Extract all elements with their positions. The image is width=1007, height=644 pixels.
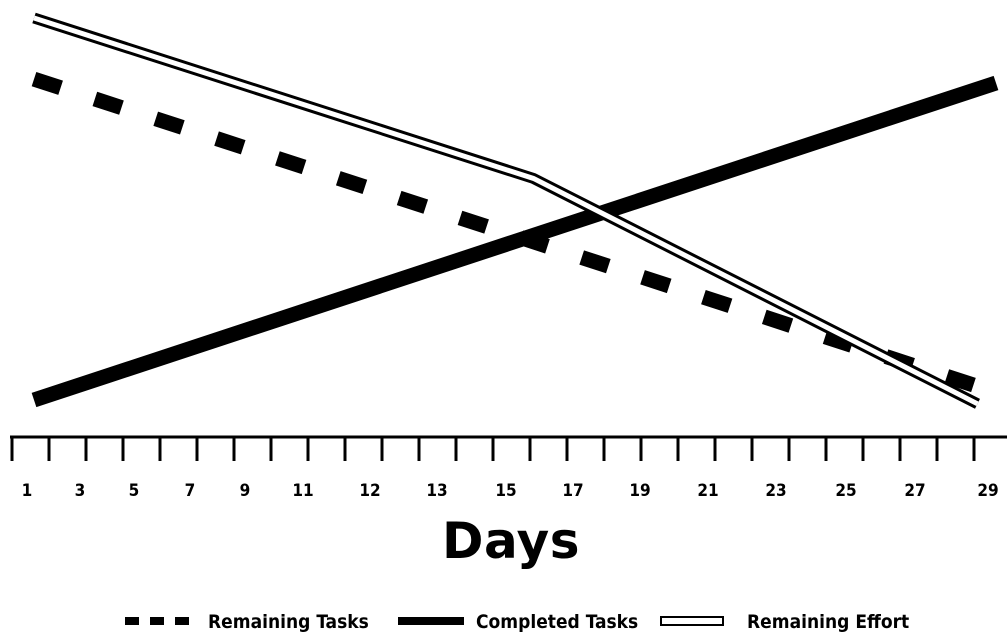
series-remaining-effort-inner-stroke (33, 15, 979, 407)
legend-label: Remaining Tasks (208, 611, 369, 633)
legend-swatch-double (660, 616, 724, 626)
series-completed-tasks-line (31, 75, 999, 408)
x-tick-label: 13 (426, 481, 447, 501)
x-tick-label: 5 (129, 481, 140, 501)
x-tick-label: 27 (904, 481, 925, 501)
x-tick-label: 11 (292, 481, 313, 501)
legend-item-remaining-effort: Remaining Effort (660, 611, 909, 633)
x-tick-label: 15 (495, 481, 516, 501)
x-axis-tick-labels: 1 3 5 7 9 11 12 13 15 17 19 21 23 25 27 29 (22, 481, 999, 501)
x-tick-label: 21 (697, 481, 718, 501)
series-remaining-tasks-line (31, 71, 999, 400)
legend-item-completed-tasks: Completed Tasks (398, 611, 638, 633)
x-tick-label: 12 (359, 481, 380, 501)
series-layer (31, 12, 999, 409)
x-tick-label: 17 (562, 481, 583, 501)
x-tick-label: 23 (765, 481, 786, 501)
series-remaining-effort-line (32, 12, 980, 409)
legend: Remaining Tasks Completed Tasks Remaining … (125, 611, 909, 633)
x-tick-label: 25 (835, 481, 856, 501)
x-tick-label: 7 (185, 481, 196, 501)
x-tick-label: 29 (977, 481, 998, 501)
x-tick-label: 19 (629, 481, 650, 501)
legend-label: Remaining Effort (747, 611, 909, 633)
legend-label: Completed Tasks (476, 611, 638, 633)
legend-item-remaining-tasks: Remaining Tasks (125, 611, 369, 633)
x-axis-title: Days (442, 512, 580, 570)
x-tick-label: 3 (75, 481, 86, 501)
x-axis-ticks (10, 437, 976, 461)
x-tick-label: 1 (22, 481, 33, 501)
x-tick-label: 9 (240, 481, 251, 501)
